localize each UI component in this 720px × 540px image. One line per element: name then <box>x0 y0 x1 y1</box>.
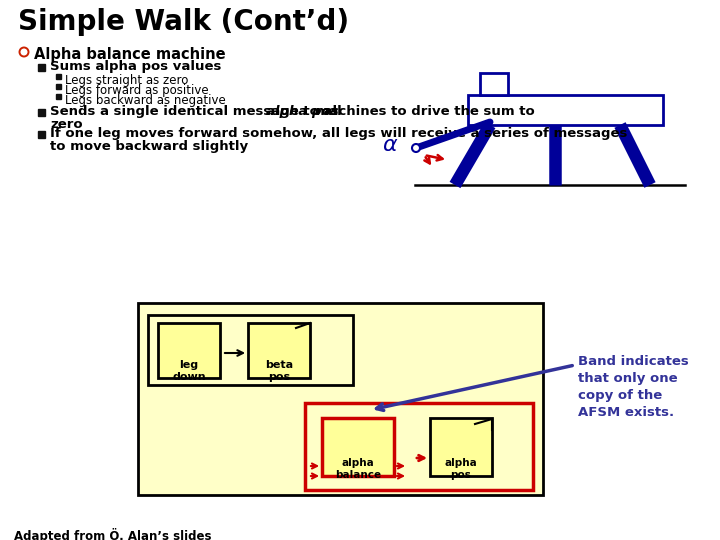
Circle shape <box>412 144 420 152</box>
Text: leg
down: leg down <box>172 360 206 382</box>
Bar <box>38 131 45 138</box>
Text: Simple Walk (Cont’d): Simple Walk (Cont’d) <box>18 8 349 36</box>
FancyBboxPatch shape <box>138 303 543 495</box>
FancyBboxPatch shape <box>248 323 310 378</box>
Text: $\alpha$: $\alpha$ <box>382 135 398 155</box>
Bar <box>56 84 61 89</box>
Text: If one leg moves forward somehow, all legs will receive a series of messages: If one leg moves forward somehow, all le… <box>50 127 627 140</box>
Text: alpha pos: alpha pos <box>266 105 338 118</box>
Text: Band indicates
that only one
copy of the
AFSM exists.: Band indicates that only one copy of the… <box>578 355 689 419</box>
Text: Legs forward as positive: Legs forward as positive <box>65 84 209 97</box>
Text: alpha
pos: alpha pos <box>445 458 477 480</box>
FancyBboxPatch shape <box>148 315 353 385</box>
FancyBboxPatch shape <box>468 95 663 125</box>
Text: alpha
balance: alpha balance <box>335 458 381 480</box>
Bar <box>38 64 45 71</box>
Text: machines to drive the sum to: machines to drive the sum to <box>311 105 535 118</box>
Text: zero: zero <box>50 118 83 131</box>
Text: Alpha balance machine: Alpha balance machine <box>34 47 225 62</box>
Bar <box>38 109 45 116</box>
Text: Sums alpha pos values: Sums alpha pos values <box>50 60 221 73</box>
Bar <box>56 94 61 99</box>
Bar <box>56 74 61 79</box>
FancyBboxPatch shape <box>158 323 220 378</box>
Text: Adapted from Ö. Alan’s slides: Adapted from Ö. Alan’s slides <box>14 528 212 540</box>
FancyBboxPatch shape <box>305 403 533 490</box>
FancyBboxPatch shape <box>480 73 508 95</box>
Text: to move backward slightly: to move backward slightly <box>50 140 248 153</box>
Text: Legs backward as negative: Legs backward as negative <box>65 94 226 107</box>
FancyBboxPatch shape <box>322 418 394 476</box>
FancyBboxPatch shape <box>430 418 492 476</box>
Text: beta
pos: beta pos <box>265 360 293 382</box>
Text: Legs straight as zero: Legs straight as zero <box>65 74 189 87</box>
Text: Sends a single identical message to all: Sends a single identical message to all <box>50 105 346 118</box>
Circle shape <box>19 48 29 57</box>
